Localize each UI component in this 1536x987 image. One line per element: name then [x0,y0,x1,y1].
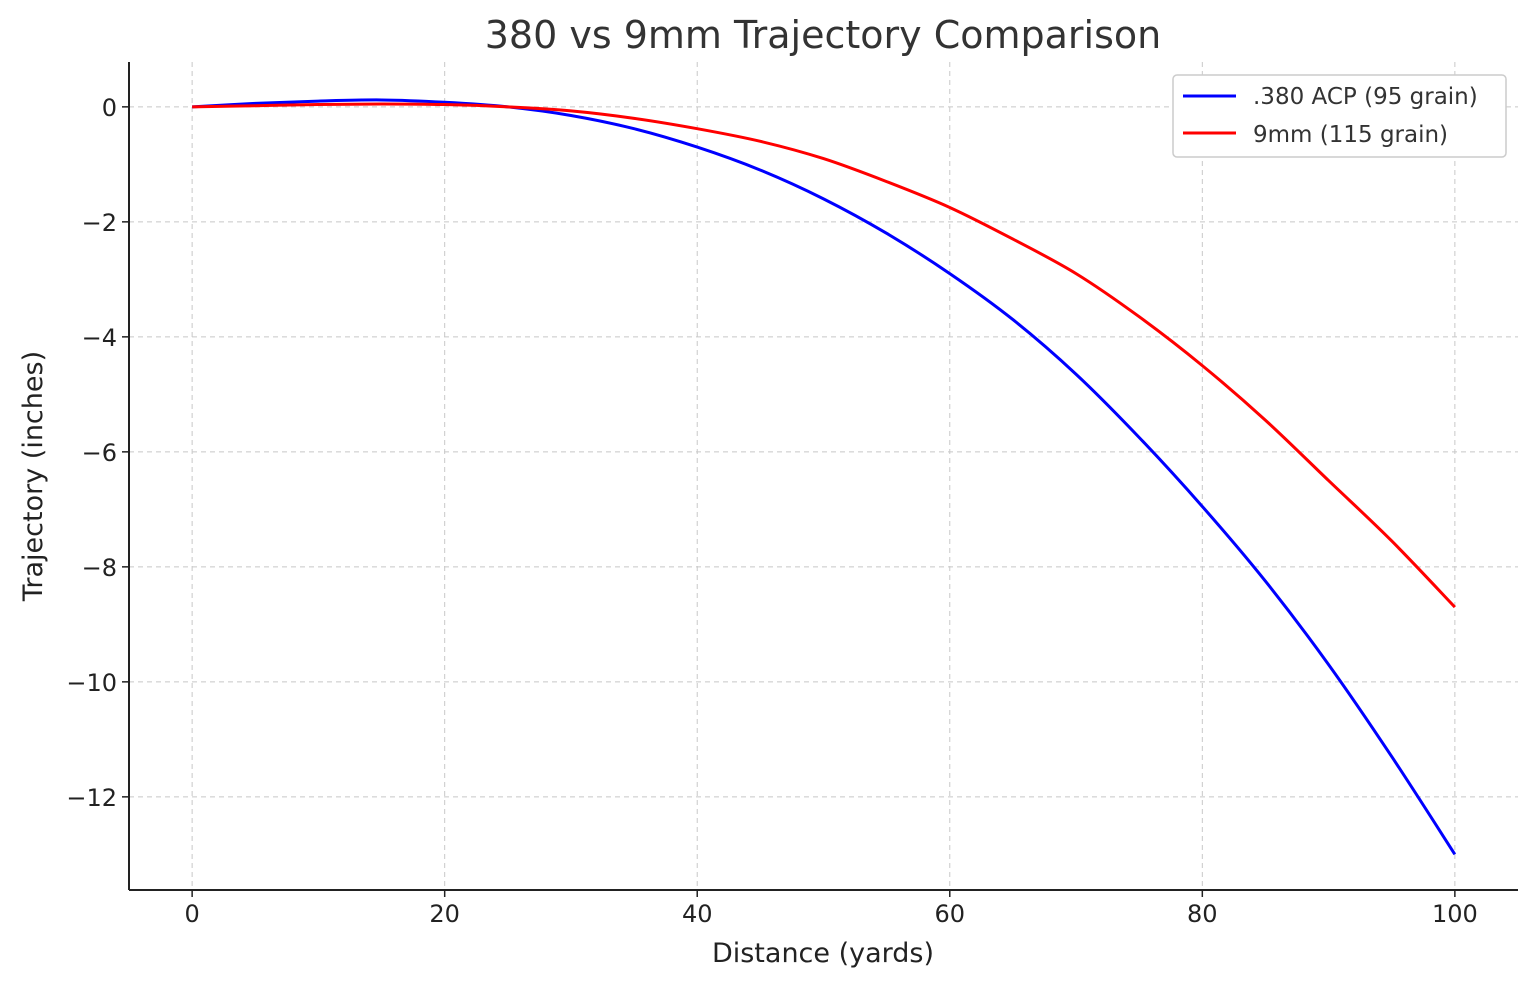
series-line-9mm [192,102,1456,609]
x-tick-label: 20 [429,900,460,928]
y-tick-label: −2 [82,209,117,237]
y-axis-label: Trajectory (inches) [18,351,49,602]
legend-label-380: .380 ACP (95 grain) [1253,84,1478,110]
x-tick-label: 80 [1187,900,1218,928]
y-tick-label: −8 [82,554,117,582]
x-tick-label: 100 [1432,900,1478,928]
x-tick-label: 60 [934,900,965,928]
x-axis-label: Distance (yards) [712,938,934,969]
legend: .380 ACP (95 grain) 9mm (115 grain) [1172,74,1507,158]
y-tick-label: 0 [102,94,117,122]
x-tick-label: 40 [682,900,713,928]
y-tick-label: −4 [82,324,117,352]
legend-label-9mm: 9mm (115 grain) [1253,122,1448,148]
chart-title: 380 vs 9mm Trajectory Comparison [485,13,1162,57]
y-tick-label: −12 [66,784,117,812]
x-tick-label: 0 [184,900,199,928]
series-line-380-acp [192,98,1457,856]
y-tick-label: −10 [66,669,117,697]
y-tick-label: −6 [82,439,117,467]
